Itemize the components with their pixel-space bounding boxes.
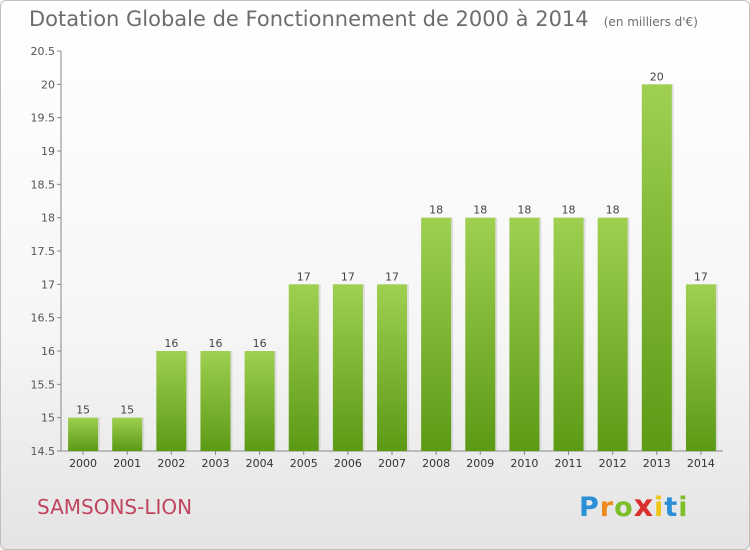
data-label: 18 <box>429 204 443 217</box>
bar <box>641 84 672 451</box>
bar-group <box>553 217 586 451</box>
y-tick-label: 17 <box>41 278 55 291</box>
proxiti-logo: Proxiti <box>579 489 689 524</box>
bar <box>597 217 628 451</box>
chart-title-text: Dotation Globale de Fonctionnement de 20… <box>29 7 589 31</box>
y-tick-label: 19 <box>41 145 55 158</box>
data-label: 17 <box>297 270 311 283</box>
commune-name: SAMSONS-LION <box>37 495 193 519</box>
data-label: 18 <box>606 204 620 217</box>
x-tick-label: 2010 <box>510 457 538 470</box>
x-tick-label: 2011 <box>555 457 583 470</box>
data-label: 16 <box>208 337 222 350</box>
data-label: 16 <box>164 337 178 350</box>
y-tick-label: 18.5 <box>31 178 56 191</box>
bar-group <box>156 351 189 451</box>
data-label: 16 <box>253 337 267 350</box>
x-tick-label: 2012 <box>599 457 627 470</box>
y-tick-label: 20 <box>41 78 55 91</box>
x-tick-label: 2002 <box>157 457 185 470</box>
bar <box>112 417 143 451</box>
data-label: 17 <box>341 270 355 283</box>
data-label: 15 <box>76 404 90 417</box>
logo-letter: t <box>664 492 679 523</box>
x-tick-label: 2004 <box>246 457 274 470</box>
bar-group <box>421 217 454 451</box>
bar <box>377 284 407 451</box>
data-label: 18 <box>562 204 576 217</box>
y-tick-label: 16 <box>41 345 55 358</box>
bar <box>553 217 584 451</box>
x-tick-label: 2013 <box>643 457 671 470</box>
bar <box>509 217 540 451</box>
y-tick-label: 15.5 <box>31 378 56 391</box>
bar <box>685 284 716 451</box>
y-tick-label: 15 <box>41 412 55 425</box>
y-tick-label: 17.5 <box>31 245 56 258</box>
bar-group <box>465 217 498 451</box>
x-tick-label: 2003 <box>201 457 229 470</box>
bar-group <box>200 351 233 451</box>
logo-letter: r <box>599 492 615 523</box>
x-tick-label: 2006 <box>334 457 362 470</box>
bar <box>332 284 363 451</box>
bar <box>244 351 275 451</box>
bar-group <box>332 284 365 451</box>
logo-letter: o <box>614 492 634 523</box>
y-tick-label: 18 <box>41 212 55 225</box>
bar <box>465 217 496 451</box>
bar-group <box>112 417 145 451</box>
x-tick-label: 2014 <box>687 457 715 470</box>
data-label: 17 <box>694 270 708 283</box>
y-tick-label: 20.5 <box>31 45 56 58</box>
bar-group <box>377 284 409 451</box>
logo-letter: x <box>633 489 655 524</box>
bar-group <box>641 84 674 451</box>
bar <box>200 351 231 451</box>
x-tick-label: 2007 <box>378 457 406 470</box>
bar-group <box>68 417 101 451</box>
data-label: 17 <box>385 270 399 283</box>
bar-group <box>288 284 321 451</box>
logo-letter: P <box>579 492 600 523</box>
chart-unit: (en milliers d'€) <box>603 15 698 29</box>
y-tick-label: 16.5 <box>31 312 56 325</box>
y-tick-label: 14.5 <box>31 445 56 458</box>
y-tick-label: 19.5 <box>31 112 56 125</box>
x-tick-label: 2001 <box>113 457 141 470</box>
logo-letter: i <box>654 492 665 523</box>
bar <box>68 417 99 451</box>
logo-letter: i <box>678 492 689 523</box>
data-label: 18 <box>517 204 531 217</box>
bar <box>288 284 319 451</box>
bar <box>156 351 187 451</box>
x-tick-label: 2009 <box>466 457 494 470</box>
bar-group <box>244 351 277 451</box>
data-label: 20 <box>650 70 664 83</box>
x-tick-label: 2000 <box>69 457 97 470</box>
data-label: 15 <box>120 404 134 417</box>
data-label: 18 <box>473 204 487 217</box>
chart-title: Dotation Globale de Fonctionnement de 20… <box>29 7 698 31</box>
bar <box>421 217 452 451</box>
bar-group <box>509 217 542 451</box>
x-tick-label: 2005 <box>290 457 318 470</box>
x-tick-label: 2008 <box>422 457 450 470</box>
bar-group <box>685 284 718 451</box>
bar-group <box>597 217 630 451</box>
